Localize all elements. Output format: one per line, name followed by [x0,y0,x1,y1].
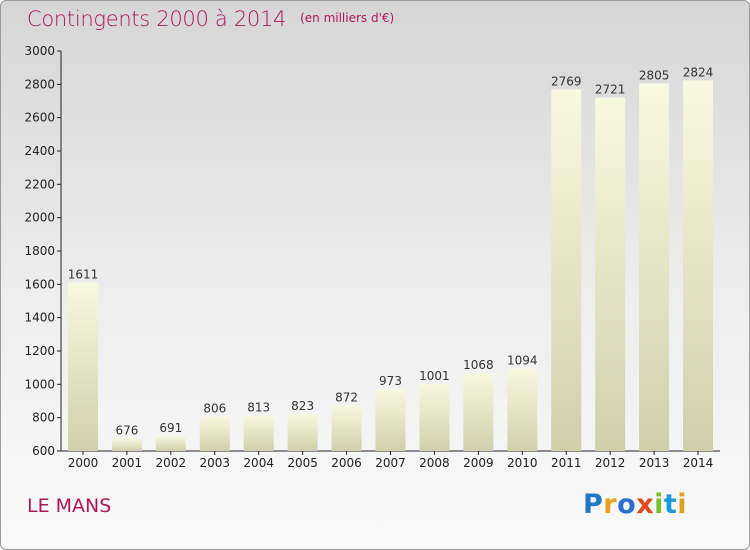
y-tick-label: 800 [32,411,55,425]
data-label-2007: 973 [379,374,402,388]
data-label-2013: 2805 [639,69,670,83]
x-tick-label: 2004 [243,456,274,470]
data-label-2012: 2721 [595,83,626,97]
city-label: LE MANS [27,495,112,517]
logo-letter: r [603,489,618,520]
bar-2009 [463,373,494,451]
data-label-2005: 823 [291,399,314,413]
y-tick-label: 1200 [24,344,55,358]
y-tick-label: 600 [32,444,55,458]
logo-letter: t [663,489,678,520]
data-label-2014: 2824 [683,65,714,79]
y-axis: 600 800 1000 1200 1400 1600 1800 2000 2200 2400 26… [24,44,62,458]
bar-2003 [199,416,230,451]
bar-2002 [155,435,186,451]
logo-letter: P [583,489,604,520]
bar-2006 [331,405,362,451]
x-tick-label: 2002 [156,456,187,470]
chart-header: Contingents 2000 à 2014 (en milliers d'€) [27,7,394,31]
data-label-2003: 806 [203,402,226,416]
x-tick-label: 2009 [463,456,494,470]
data-label-2010: 1094 [507,354,538,368]
bar-2010 [507,368,538,451]
bar-2000 [67,282,98,451]
bar-2011 [551,89,582,451]
x-tick-label: 2008 [419,456,450,470]
x-tick-label: 2001 [112,456,143,470]
y-tick-label: 2000 [24,211,55,225]
y-tick-label: 1400 [24,311,55,325]
y-tick-label: 2600 [24,111,55,125]
logo-letter: x [636,489,655,520]
bar-2004 [243,415,274,451]
x-tick-label: 2000 [68,456,99,470]
chart-subtitle: (en milliers d'€) [300,11,395,25]
x-tick-label: 2006 [331,456,362,470]
proxiti-logo: Proxiti [583,489,687,520]
data-label-2011: 2769 [551,75,582,89]
y-tick-label: 2800 [24,77,55,91]
bar-2005 [287,413,318,451]
data-label-2002: 691 [159,421,182,435]
x-tick-label: 2010 [507,456,538,470]
x-tick-label: 2007 [375,456,406,470]
x-tick-label: 2003 [199,456,230,470]
data-label-2001: 676 [115,423,138,437]
y-tick-label: 2400 [24,144,55,158]
bar-2013 [639,83,670,451]
bar-2014 [683,80,714,451]
chart-title: Contingents 2000 à 2014 [27,7,287,31]
bar-2001 [111,438,142,451]
data-label-2004: 813 [247,401,270,415]
data-label-2000: 1611 [68,268,99,282]
logo-letter: o [617,489,637,520]
x-axis: 2000 2001 2002 2003 2004 2005 2006 2007 2008 2009… [61,450,720,470]
logo-letter: i [654,489,664,520]
bar-2008 [419,384,450,451]
data-label-2008: 1001 [419,369,450,383]
data-label-2006: 872 [335,391,358,405]
x-tick-label: 2014 [683,456,714,470]
x-tick-label: 2005 [287,456,318,470]
bar-2007 [375,388,406,451]
y-tick-label: 1800 [24,244,55,258]
logo-letter: i [677,489,688,520]
data-labels-group: 1611 676 691 806 813 823 872 973 1001 1068 1094 276… [68,65,714,437]
x-tick-label: 2013 [639,456,670,470]
data-label-2009: 1068 [463,358,494,372]
y-tick-label: 1600 [24,277,55,291]
y-tick-label: 1000 [24,377,55,391]
x-tick-label: 2011 [551,456,582,470]
y-tick-label: 3000 [24,44,55,58]
x-tick-label: 2012 [595,456,626,470]
bars-group [67,80,714,451]
bar-2012 [595,97,626,451]
y-tick-label: 2200 [24,177,55,191]
